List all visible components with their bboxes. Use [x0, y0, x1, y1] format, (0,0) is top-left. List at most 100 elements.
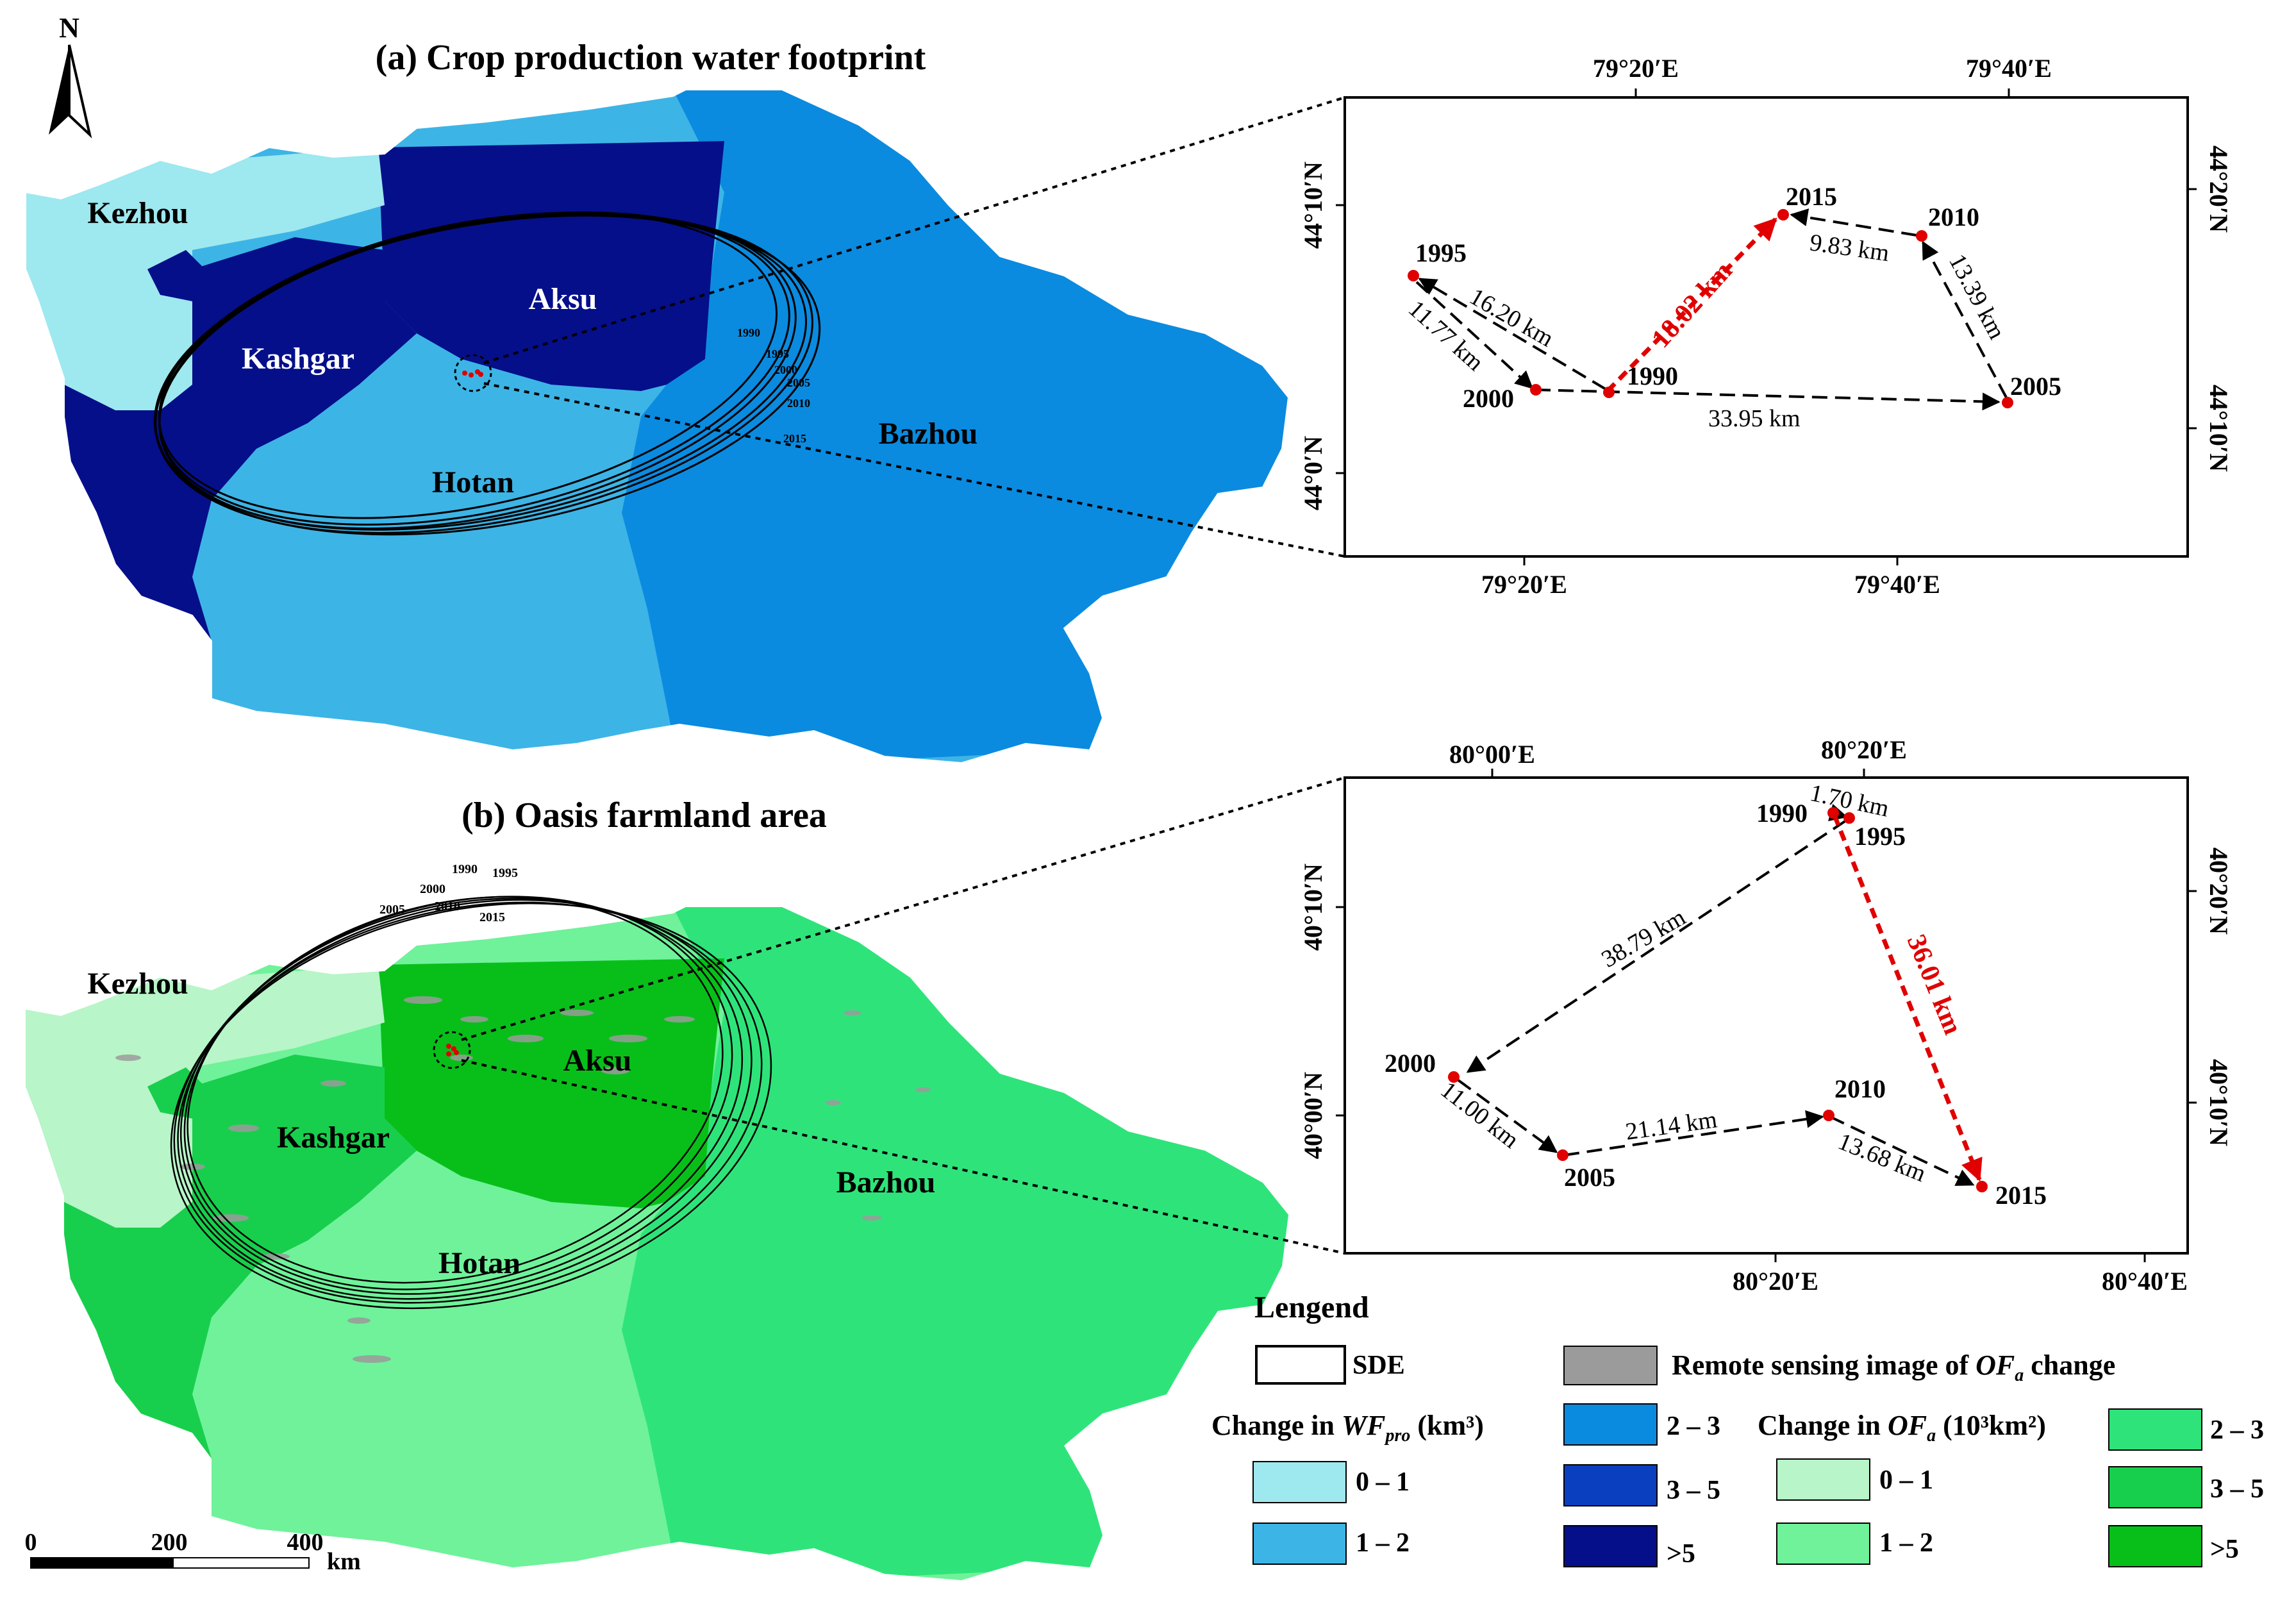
inset-b-right-tick: 40°10′N: [2204, 1059, 2233, 1146]
ellipse-year: 2000: [420, 882, 445, 896]
ellipse-year-labels-a: 1990 1995 2000 2005 2010 2015: [737, 326, 810, 445]
point-1990: [1827, 807, 1839, 819]
point-2000: [1448, 1071, 1460, 1083]
ellipse-year: 2005: [787, 376, 810, 389]
inset-b-left-tick: 40°00′N: [1299, 1072, 1327, 1159]
segment-1995-2000: [1415, 281, 1534, 389]
segment-label: 33.95 km: [1708, 405, 1801, 432]
inset-b-top-tick: 80°00′E: [1449, 740, 1535, 769]
legend-title: Lengend: [1254, 1290, 1369, 1324]
region-bazhou: [622, 90, 1288, 763]
inset-a-frame: [1343, 96, 2189, 558]
point-label: 2010: [1834, 1074, 1886, 1103]
legend-of-label: >5: [2210, 1535, 2239, 1564]
label-kezhou-a: Kezhou: [87, 196, 188, 230]
point-2005: [1557, 1149, 1568, 1161]
point-label: 2015: [1995, 1181, 2047, 1210]
segment-2005-2010: [1563, 1110, 1824, 1156]
panel-a-title: (a) Crop production water footprint: [376, 38, 926, 78]
ellipse-year: 2010: [787, 397, 810, 410]
legend-sde-label: SDE: [1352, 1351, 1405, 1380]
scale-unit: km: [327, 1548, 361, 1575]
centroid-zoom-circle-a: [454, 354, 492, 392]
segment-2005-2010: [1922, 240, 2008, 398]
ellipse-year: 2010: [435, 899, 460, 914]
legend-of-label: 3 – 5: [2210, 1474, 2264, 1504]
inset-b-left-tick: 40°10′N: [1299, 864, 1327, 951]
point-label: 1995: [1415, 238, 1467, 267]
legend: Lengend SDE Remote sensing image of OFa …: [1211, 1290, 2264, 1569]
label-kezhou-b: Kezhou: [87, 967, 188, 1001]
legend-wf-label: 0 – 1: [1356, 1467, 1410, 1497]
legend-wf-label: 1 – 2: [1356, 1528, 1410, 1558]
scale-bar: 0 200 400 km: [25, 1529, 361, 1575]
inset-a-right-tick: 44°20′N: [2204, 146, 2233, 233]
segment-1995-2000: [1466, 819, 1847, 1073]
label-kashgar-b: Kashgar: [277, 1121, 390, 1155]
panel-a-map: (a) Crop production water footprint Kezh…: [25, 38, 1345, 763]
label-bazhou-a: Bazhou: [879, 417, 978, 451]
segment-1990-2015-highlight: [1606, 217, 1777, 393]
scale-tick: 400: [287, 1529, 324, 1556]
segment-1990-2015-highlight: [1832, 814, 1983, 1182]
north-label: N: [59, 12, 79, 44]
label-aksu-a: Aksu: [529, 282, 597, 316]
point-label: 2000: [1385, 1049, 1436, 1078]
legend-wf-label: 2 – 3: [1667, 1412, 1720, 1441]
legend-of-swatch-0: [1776, 1458, 1870, 1501]
segment-2010-2015: [1829, 1115, 1975, 1186]
legend-wf-label: >5: [1667, 1539, 1695, 1569]
ellipse-year-labels-b: 1990 1995 2000 2005 2010 2015: [379, 862, 518, 924]
ellipse-year: 1990: [737, 326, 760, 339]
point-label: 2015: [1786, 182, 1837, 211]
ellipse-year: 2000: [774, 363, 797, 376]
legend-wf-swatch-2: [1563, 1403, 1658, 1446]
ellipse-year: 2005: [379, 903, 405, 917]
scale-tick: 0: [25, 1529, 37, 1556]
segment-2010-2015: [1790, 208, 1917, 237]
centroid-zoom-circle-b: [433, 1031, 471, 1069]
ellipse-year: 1995: [766, 347, 789, 360]
sde-ellipses-b: [170, 896, 772, 1310]
ellipse-year: 1995: [492, 866, 518, 880]
panel-b-title: (b) Oasis farmland area: [462, 796, 827, 835]
legend-of-label: 0 – 1: [1879, 1465, 1933, 1495]
region-bazhou-b: [622, 907, 1288, 1580]
legend-wf-swatch-0: [1252, 1461, 1347, 1503]
legend-wf-label: 3 – 5: [1667, 1476, 1720, 1505]
point-1995: [1408, 270, 1419, 281]
legend-wf-swatch-4: [1563, 1525, 1658, 1567]
inset-a-left-tick: 44°10′N: [1299, 162, 1327, 249]
legend-of-swatch-2: [2108, 1408, 2202, 1451]
point-2015: [1976, 1181, 1988, 1192]
inset-a-top-tick: 79°20′E: [1593, 54, 1679, 83]
legend-of-heading: Change in OFa (10³km²): [1758, 1410, 2046, 1446]
legend-wf-swatch-1: [1252, 1523, 1347, 1565]
panel-b-map: (b) Oasis farmland area: [26, 776, 1345, 1580]
remote-sensing-speckles: [115, 996, 931, 1363]
inset-a-left-tick: 44°0′N: [1299, 436, 1327, 510]
ellipse-year: 2015: [783, 432, 806, 445]
legend-remote-label: Remote sensing image of OFa change: [1672, 1349, 2115, 1385]
legend-of-swatch-1: [1776, 1523, 1870, 1565]
legend-remote-swatch: [1563, 1346, 1658, 1385]
point-label: 2010: [1928, 203, 1979, 231]
scale-tick: 200: [151, 1529, 188, 1556]
legend-wf-heading: Change in WFpro (km³): [1211, 1410, 1484, 1446]
legend-of-label: 1 – 2: [1879, 1528, 1933, 1558]
inset-b-bottom-tick: 80°20′E: [1733, 1267, 1818, 1296]
label-aksu-b: Aksu: [563, 1044, 632, 1078]
point-2010: [1916, 230, 1927, 242]
ellipse-year: 1990: [452, 862, 478, 876]
segment-1990-1995: [1418, 278, 1607, 390]
point-label: 1995: [1854, 822, 1906, 851]
point-label: 1990: [1627, 362, 1678, 390]
legend-sde-swatch: [1255, 1345, 1346, 1385]
point-2000: [1530, 384, 1542, 396]
inset-a-top-tick: 79°40′E: [1966, 54, 2052, 83]
point-1990: [1603, 387, 1615, 398]
point-2005: [2002, 397, 2013, 408]
legend-of-swatch-3: [2108, 1466, 2202, 1508]
inset-b-bottom-tick: 80°40′E: [2102, 1267, 2188, 1296]
